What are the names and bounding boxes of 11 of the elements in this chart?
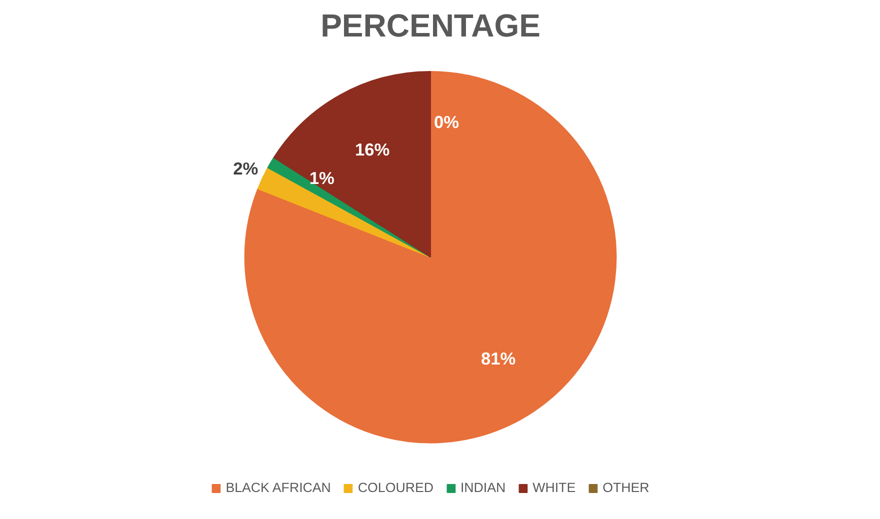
legend-label: OTHER [602,480,650,495]
legend-label: BLACK AFRICAN [226,480,331,495]
legend-label: INDIAN [460,480,506,495]
text: 0% [434,112,460,132]
data-label: 1% [309,168,334,188]
data-label: 16% [355,140,390,160]
data-label: 2% [233,158,258,179]
legend-label: WHITE [532,480,576,495]
chart-title: PERCENTAGE [320,8,540,44]
legend-label: COLOURED [358,480,434,495]
data-label: 81% [481,348,516,369]
